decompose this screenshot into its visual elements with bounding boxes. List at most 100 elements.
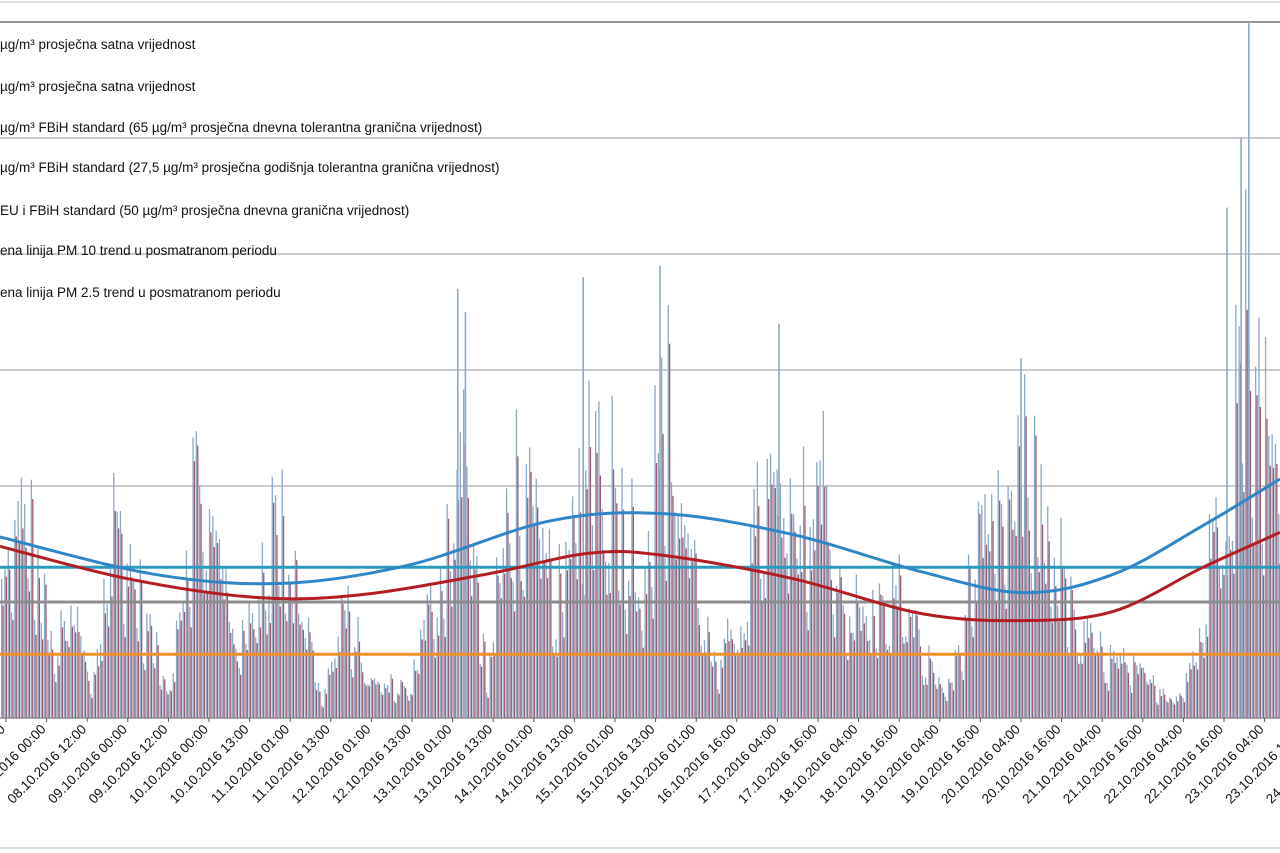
bar-pm25 bbox=[210, 532, 212, 718]
bar-pm25 bbox=[1124, 662, 1126, 718]
bar-pm10 bbox=[822, 410, 824, 718]
bar-pm10 bbox=[585, 470, 587, 718]
bar-pm25 bbox=[94, 674, 97, 718]
bar-pm10 bbox=[40, 622, 42, 718]
bar-pm25 bbox=[662, 434, 664, 718]
bar-pm25 bbox=[339, 651, 341, 718]
bar-pm10 bbox=[278, 585, 280, 718]
bar-pm10 bbox=[496, 557, 498, 718]
bar-pm10 bbox=[486, 692, 488, 718]
bar-pm25 bbox=[279, 606, 281, 718]
bar-pm25 bbox=[576, 579, 578, 718]
bar-pm25 bbox=[91, 698, 93, 718]
bar-pm10 bbox=[502, 548, 504, 718]
bar-pm25 bbox=[1236, 403, 1238, 718]
bar-pm10 bbox=[1024, 374, 1026, 718]
bar-pm25 bbox=[1104, 682, 1106, 718]
bar-pm25 bbox=[1094, 654, 1096, 718]
bar-pm10 bbox=[806, 611, 808, 718]
bar-pm25 bbox=[348, 611, 351, 718]
bar-pm10 bbox=[1195, 662, 1197, 718]
bar-pm10 bbox=[146, 613, 148, 718]
bar-pm25 bbox=[655, 463, 658, 718]
bar-pm25 bbox=[744, 640, 747, 718]
bar-pm10 bbox=[1063, 566, 1065, 718]
bar-pm25 bbox=[675, 559, 677, 718]
bar-pm25 bbox=[985, 544, 988, 718]
bar-pm25 bbox=[309, 632, 311, 718]
bar-pm10 bbox=[1047, 506, 1049, 718]
bar-pm10 bbox=[664, 545, 666, 718]
bar-pm10 bbox=[166, 691, 168, 718]
bar-pm25 bbox=[969, 568, 971, 718]
bar-pm25 bbox=[220, 579, 222, 718]
bar-pm25 bbox=[1048, 541, 1050, 718]
bar-pm10 bbox=[1050, 606, 1052, 718]
bar-pm25 bbox=[1167, 702, 1169, 718]
bar-pm25 bbox=[698, 625, 700, 718]
bar-pm10 bbox=[898, 554, 900, 718]
bar-pm10 bbox=[667, 305, 669, 718]
bar-pm10 bbox=[512, 581, 514, 718]
bar-pm10 bbox=[862, 606, 864, 718]
bar-pm25 bbox=[1002, 526, 1004, 718]
bar-pm25 bbox=[900, 575, 902, 718]
bar-pm10 bbox=[525, 463, 527, 718]
bar-pm25 bbox=[863, 623, 865, 718]
bar-pm10 bbox=[294, 550, 296, 718]
bar-pm10 bbox=[492, 642, 494, 718]
bar-pm10 bbox=[1113, 651, 1115, 718]
bar-pm25 bbox=[596, 452, 598, 718]
bar-pm25 bbox=[1074, 629, 1077, 718]
bar-pm10 bbox=[865, 616, 867, 718]
bar-pm10 bbox=[30, 479, 32, 718]
bar-pm10 bbox=[449, 571, 452, 718]
bar-pm25 bbox=[546, 577, 549, 718]
bar-pm10 bbox=[575, 543, 577, 718]
bar-pm25 bbox=[933, 672, 935, 718]
bar-pm25 bbox=[936, 688, 938, 718]
bar-pm10 bbox=[809, 526, 811, 718]
bar-pm25 bbox=[979, 514, 981, 718]
bar-pm10 bbox=[364, 683, 366, 718]
bar-pm25 bbox=[1098, 654, 1100, 718]
bar-pm25 bbox=[1233, 573, 1235, 718]
bar-pm25 bbox=[1210, 558, 1212, 718]
bar-pm25 bbox=[589, 447, 592, 718]
bar-pm10 bbox=[1030, 573, 1032, 718]
bar-pm10 bbox=[845, 653, 848, 718]
bar-pm25 bbox=[5, 576, 7, 718]
bar-pm10 bbox=[373, 678, 376, 718]
bar-pm10 bbox=[901, 637, 904, 718]
bar-pm10 bbox=[232, 628, 234, 718]
bar-pm10-spike bbox=[1020, 358, 1022, 718]
bar-pm10 bbox=[888, 645, 890, 718]
bar-pm25 bbox=[523, 596, 526, 718]
bar-pm25 bbox=[273, 502, 275, 718]
bar-pm25 bbox=[669, 343, 671, 718]
bar-pm25 bbox=[768, 499, 770, 718]
bar-pm10 bbox=[690, 548, 692, 718]
bar-pm25 bbox=[45, 584, 47, 718]
bar-pm10 bbox=[93, 671, 95, 718]
bar-pm25 bbox=[718, 693, 720, 718]
bar-pm10 bbox=[208, 508, 211, 718]
bar-pm10 bbox=[156, 632, 158, 718]
gridlines bbox=[0, 21, 1280, 603]
bar-pm25 bbox=[784, 557, 786, 718]
bar-pm25 bbox=[649, 561, 651, 718]
bar-pm10 bbox=[855, 574, 857, 718]
bar-pm25 bbox=[810, 570, 813, 718]
bar-pm25 bbox=[926, 684, 928, 718]
bar-pm25 bbox=[368, 686, 370, 718]
bar-pm10 bbox=[661, 357, 663, 718]
bar-pm25 bbox=[1173, 704, 1176, 718]
bar-pm25 bbox=[1276, 463, 1278, 718]
bar-pm25 bbox=[916, 615, 918, 718]
bar-pm10 bbox=[172, 673, 174, 718]
bar-pm10 bbox=[1080, 653, 1082, 718]
bar-pm25 bbox=[315, 690, 318, 718]
bar-pm25 bbox=[593, 570, 595, 718]
bar-pm10 bbox=[86, 671, 89, 718]
